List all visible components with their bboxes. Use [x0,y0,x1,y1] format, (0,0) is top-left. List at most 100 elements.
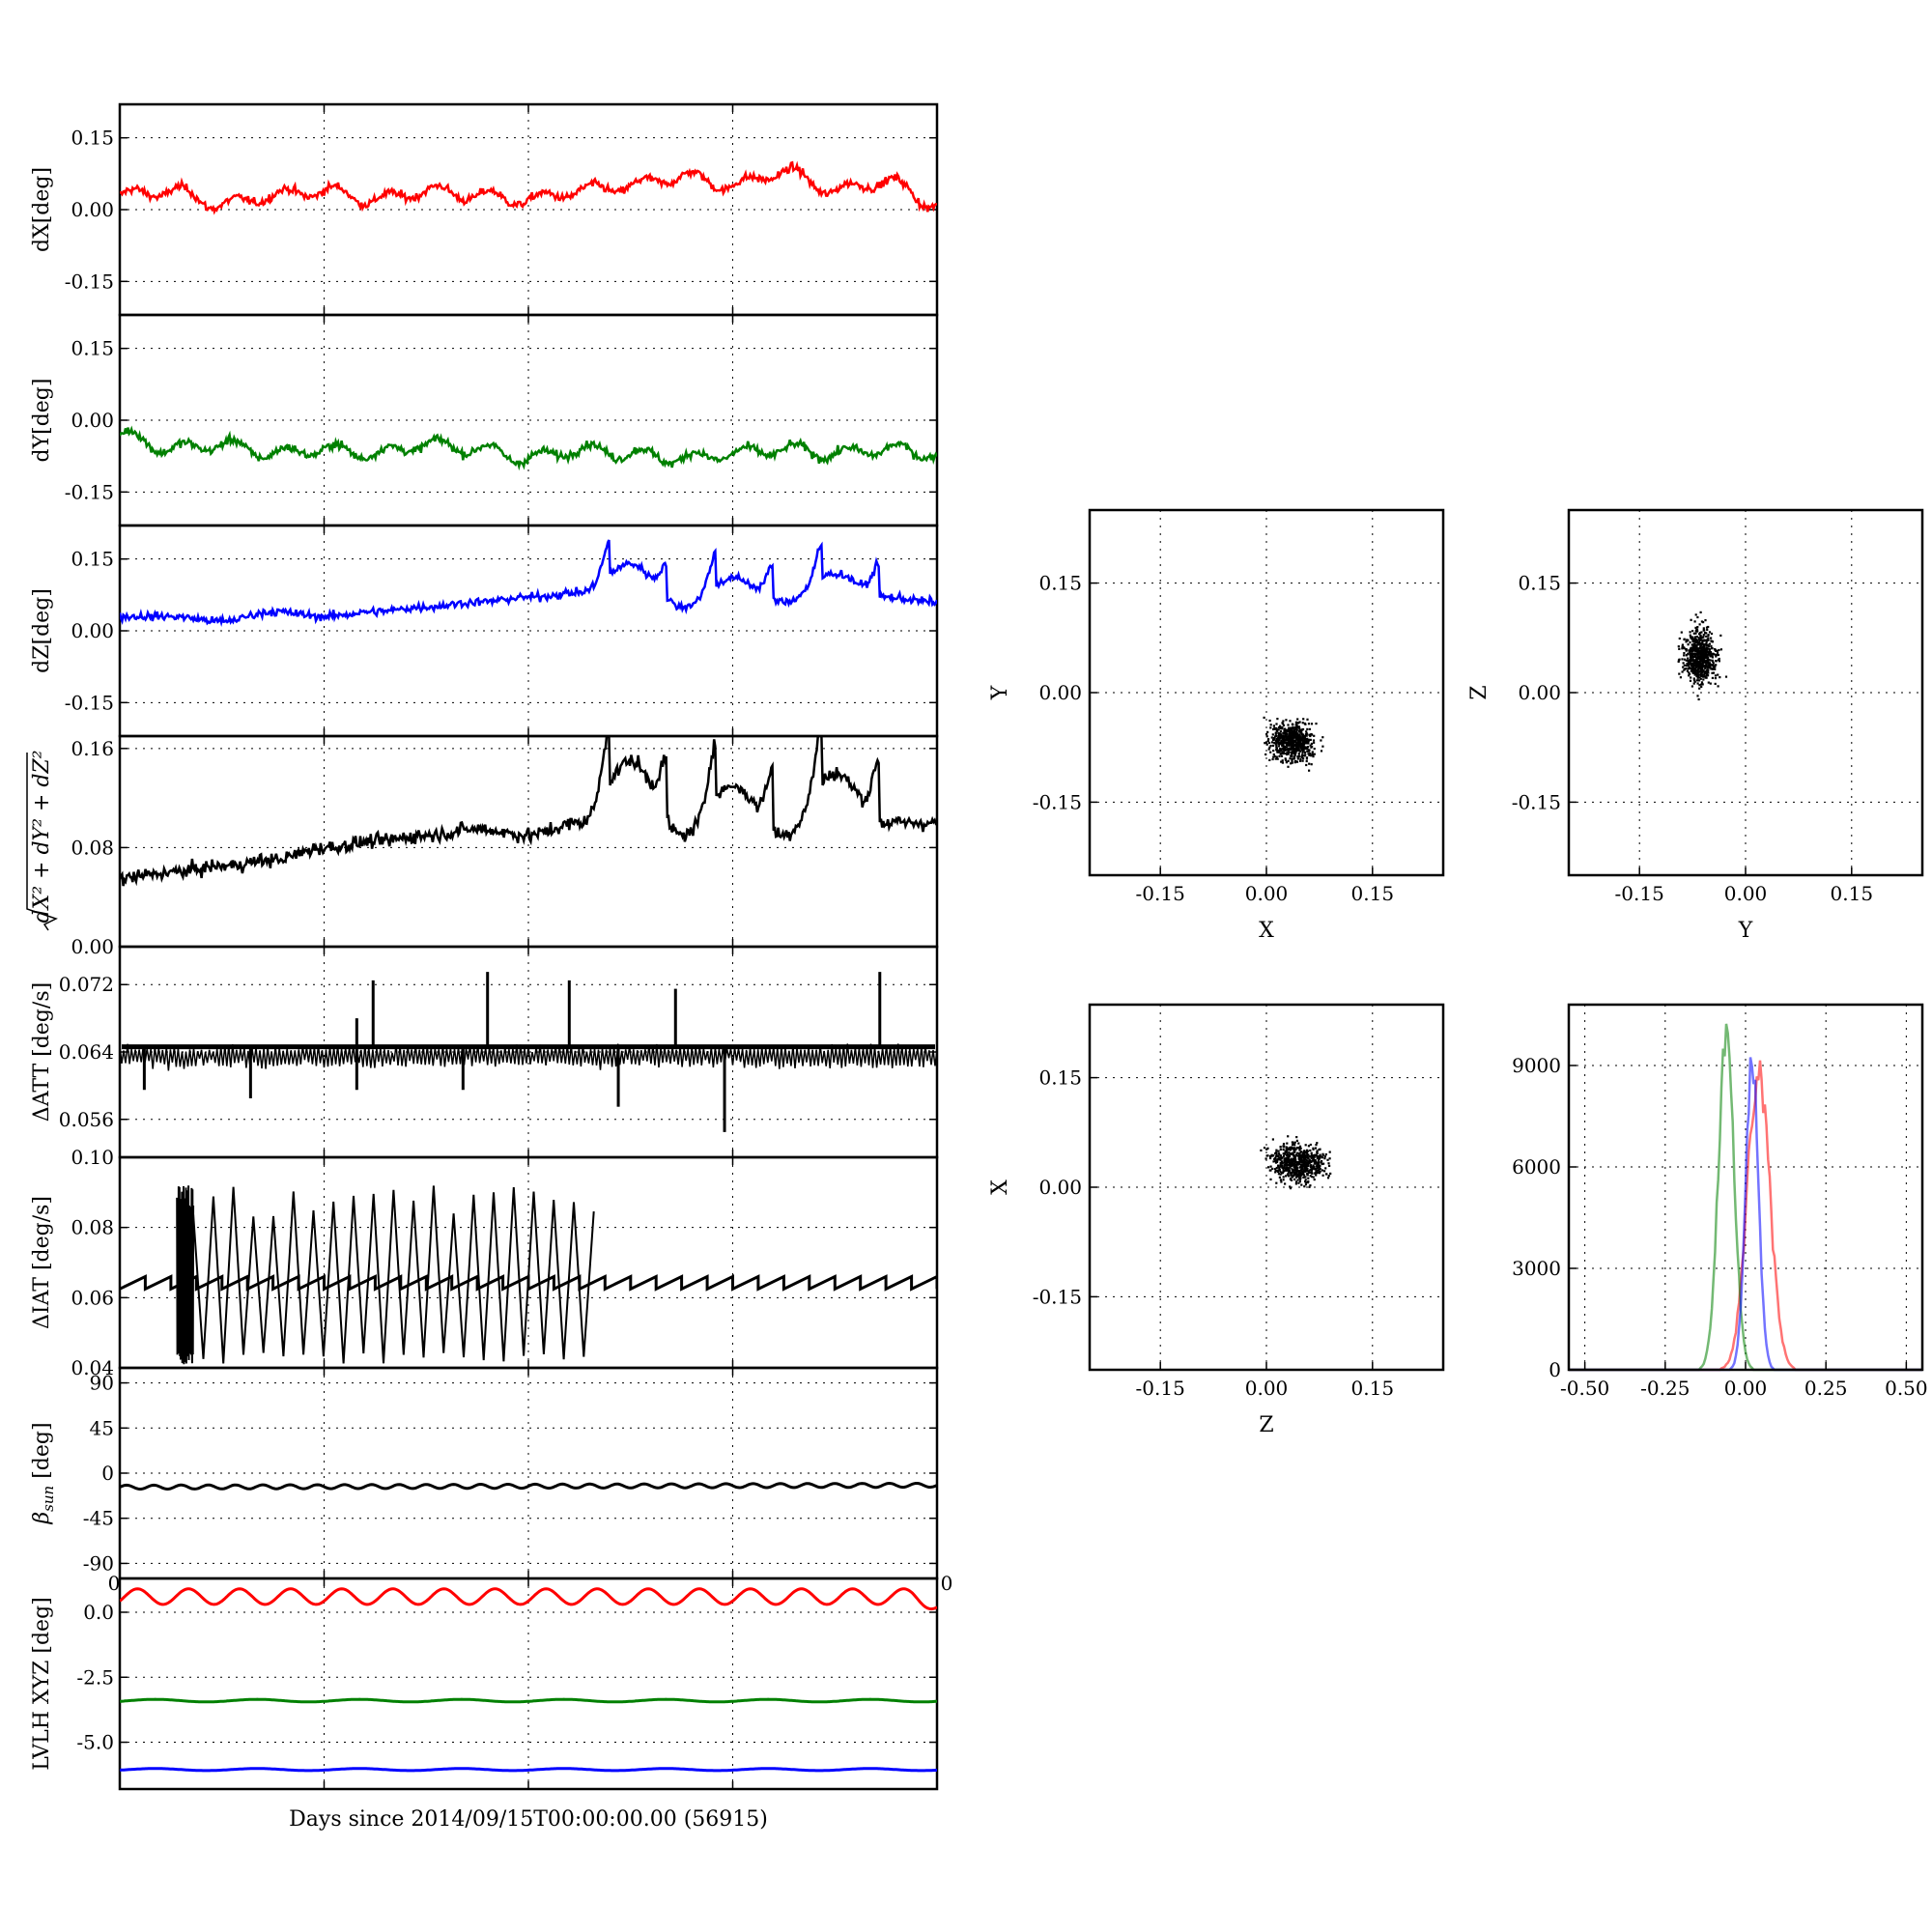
scatter-point [1277,1164,1280,1167]
scatter-point [1689,667,1691,669]
scatter-point [1293,753,1296,755]
scatter-point [1294,1158,1297,1161]
scatter-point [1323,1170,1326,1173]
scatter-point [1272,724,1275,727]
scatter-point [1322,1162,1325,1165]
scatter-point [1320,1155,1322,1158]
xaxis-label: Y [1738,919,1753,943]
ytick-label: 9000 [1512,1054,1561,1077]
scatter-point [1295,1165,1298,1168]
scatter-point [1692,667,1695,669]
scatter-point [1690,650,1693,653]
scatter-point [1281,727,1284,730]
scatter-point [1297,736,1300,739]
scatter-point [1299,757,1302,761]
scatter-point [1688,674,1690,677]
scatter-point [1290,1159,1293,1162]
scatter-point [1295,1147,1298,1150]
scatter-point [1688,671,1690,674]
scatter-point [1715,660,1718,663]
scatter-point [1321,1156,1324,1159]
scatter-point [1309,744,1312,747]
scatter-point [1298,1180,1301,1183]
scatter-point [1701,639,1704,642]
scatter-point [1712,662,1715,665]
scatter-point [1298,1149,1301,1151]
scatter-point [1701,636,1704,639]
scatter-point [1697,639,1700,641]
series-line [120,1697,937,1704]
scatter-point [1277,1173,1280,1176]
scatter-point [1683,638,1686,640]
scatter-point [1276,757,1279,760]
scatter-point [1319,1170,1321,1173]
ytick-label: -5.0 [76,1731,114,1754]
scatter-point [1268,746,1271,749]
scatter-point [1293,757,1296,760]
scatter-point [1304,1179,1307,1181]
scatter-point [1273,1168,1277,1171]
scatter-point [1694,639,1698,641]
scatter-point [1275,1153,1278,1156]
scatter-point [1286,752,1289,754]
scatter-point [1267,1166,1270,1169]
scatter-point [1705,640,1708,643]
scatter-point [1316,1151,1319,1155]
scatter-point [1294,728,1297,731]
panel-dZ: 0.15 0.00 -0.15 dZ[deg] [30,524,939,738]
scatter-point [1316,1172,1319,1175]
scatter-point [1294,1170,1298,1173]
scatter-point [1312,1147,1315,1150]
scatter-point [1312,1176,1315,1179]
scatter-point [1288,732,1291,735]
scatter-point [1266,1147,1269,1150]
scatter-point [1696,630,1699,633]
scatter-point [1695,636,1698,639]
scatter-point [1690,647,1693,650]
scatter-point [1692,632,1695,635]
scatter-point [1704,665,1707,668]
scatter-point [1279,1170,1282,1174]
scatter-point [1285,737,1288,740]
scatter-point [1710,632,1714,636]
scatter-point [1277,728,1280,731]
scatter-point [1700,654,1704,657]
scatter-point [1284,1182,1287,1185]
scatter-point [1681,647,1684,650]
scatter-point [1696,647,1699,650]
scatter-point [1309,1149,1312,1152]
scatter-point [1276,737,1280,740]
scatter-point [1693,643,1696,646]
scatter-point [1306,1164,1309,1167]
scatter-point [1283,738,1286,741]
scatter-point [1318,1166,1321,1169]
scatter-point [1702,669,1705,672]
scatter-point [1297,747,1300,750]
scatter-point [1305,734,1308,737]
scatter-point [1708,631,1712,634]
scatter-point [1306,1154,1309,1157]
scatter-point [1303,754,1306,757]
scatter-point [1289,720,1292,723]
ytick-label: 0.064 [59,1040,114,1064]
scatter-point [1306,750,1309,753]
scatter-point [1300,747,1303,750]
scatter-point [1280,734,1283,737]
scatter-point [1700,620,1703,623]
scatter-point [1696,676,1699,679]
scatter-point [1296,1154,1299,1157]
scatter-point [1293,761,1296,764]
scatter-point [1688,649,1690,652]
scatter-point [1306,748,1309,751]
scatter-point [1283,730,1286,734]
scatter-point [1724,675,1728,678]
scatter-point [1686,654,1689,657]
scatter-point [1270,1153,1273,1156]
scatter-point [1285,1158,1289,1161]
scatter-point [1302,749,1305,752]
scatter-point [1275,1166,1278,1170]
scatter-point [1682,662,1685,665]
scatter-point [1312,1164,1315,1167]
scatter-point [1689,631,1691,634]
scatter-point [1314,1159,1317,1162]
